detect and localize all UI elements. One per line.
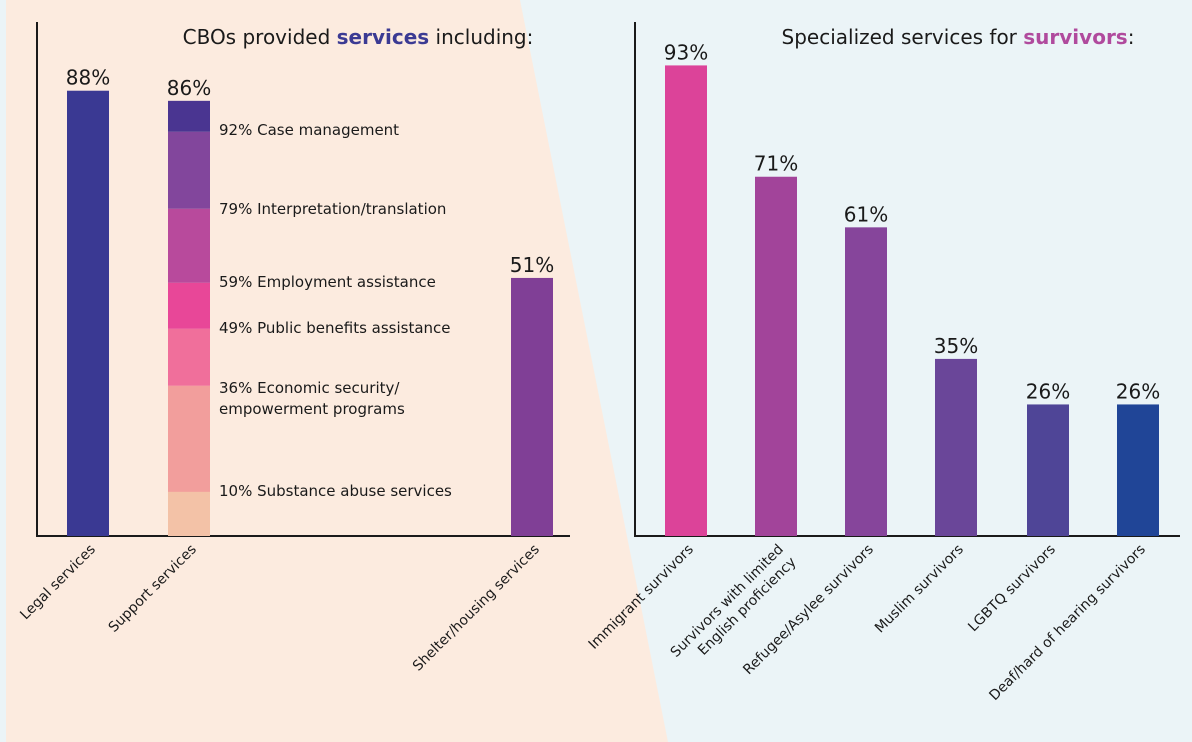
bar-survivors-with-limited-english-proficiency [755,176,797,537]
support-segment-label-3: 59% Employment assistance [219,273,436,291]
support-segment-1 [168,100,210,132]
value-label-refugee-asylee-survivors: 61% [844,202,888,226]
bar-lgbtq-survivors [1027,404,1069,536]
right-chart-title: Specialized services for survivors: [782,25,1135,49]
support-segment-label-6: 10% Substance abuse services [219,482,452,500]
support-segment-6 [168,385,210,492]
left-title-highlight: services [337,25,430,49]
support-segment-label-5: 36% Economic security/empowerment progra… [219,379,405,418]
value-label-immigrant-survivors: 93% [664,40,708,64]
support-segment-label-line: 36% Economic security/ [219,379,400,397]
right-title-part-1: Specialized services for [782,25,1024,49]
bar-deaf-hard-of-hearing-survivors [1117,404,1159,536]
value-label-muslim-survivors: 35% [934,334,978,358]
support-segment-4 [168,282,210,329]
support-segment-label-4: 49% Public benefits assistance [219,319,451,337]
support-segment-base [168,491,210,536]
left-chart-title: CBOs provided services including: [183,25,534,49]
left-title-part-1: CBOs provided [183,25,337,49]
right-title-highlight: survivors [1023,25,1127,49]
bar-muslim-survivors [935,358,977,536]
bar-shelter-housing-services [511,277,553,536]
value-label-legal-services: 88% [66,66,110,90]
support-segment-label-line: empowerment programs [219,400,405,418]
right-title-part-3: : [1128,25,1135,49]
value-label-survivors-with-limited-english-proficiency: 71% [754,152,798,176]
support-segment-5 [168,328,210,386]
bar-legal-services [67,90,109,536]
bar-immigrant-survivors [665,65,707,537]
value-label-lgbtq-survivors: 26% [1026,379,1070,403]
bar-refugee-asylee-survivors [845,227,887,536]
support-segment-label-2: 79% Interpretation/translation [219,200,446,218]
value-label-deaf-hard-of-hearing-survivors: 26% [1116,379,1160,403]
value-label-support-services: 86% [167,76,211,100]
support-segment-label-1: 92% Case management [219,121,399,139]
support-segment-2 [168,131,210,209]
support-segment-3 [168,208,210,283]
value-label-shelter-housing-services: 51% [510,253,554,277]
left-title-part-3: including: [429,25,533,49]
